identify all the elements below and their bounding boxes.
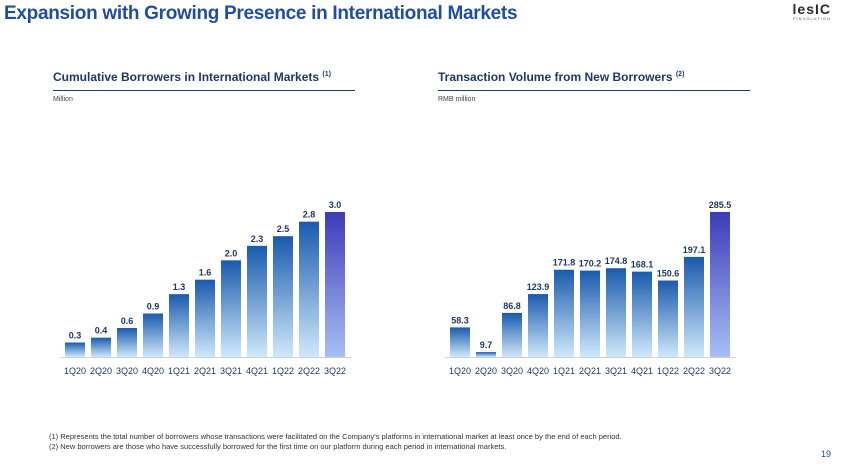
bar-3Q21 [221,260,241,357]
category-label-2Q21: 2Q21 [194,366,216,376]
chart-1-unit: Million [53,96,73,103]
bar-4Q20 [143,313,163,357]
chart-1-title: Cumulative Borrowers in International Ma… [53,70,331,84]
value-label-2Q22: 2.8 [303,210,316,220]
company-logo: lesIC FINVOLUTION [787,2,831,26]
bar-2Q20 [91,337,111,357]
category-label-3Q22: 3Q22 [709,366,731,376]
category-label-2Q21: 2Q21 [579,366,601,376]
category-label-4Q21: 4Q21 [246,366,268,376]
category-label-2Q22: 2Q22 [683,366,705,376]
category-label-2Q20: 2Q20 [475,366,497,376]
footnote-2: (2) New borrowers are those who have suc… [49,442,507,451]
value-label-4Q21: 168.1 [631,260,654,270]
cumulative-borrowers-chart: 0.3 1Q20 0.4 2Q20 0.6 3Q20 0.9 4Q20 1.3 1Q21 1.6 2Q… [60,200,351,376]
chart-2-title-note: (2) [675,71,685,78]
category-label-2Q22: 2Q22 [298,366,320,376]
bar-2Q21 [580,270,600,357]
category-label-4Q20: 4Q20 [527,366,549,376]
footnote-1: (1) Represents the total number of borro… [49,432,622,441]
logo-mark: lesIC [792,1,831,17]
category-label-1Q20: 1Q20 [449,366,471,376]
value-label-2Q20: 9.7 [480,340,493,350]
chart-1-title-note: (1) [322,71,331,78]
value-label-1Q22: 150.6 [657,269,680,279]
value-label-3Q20: 0.6 [121,316,134,326]
category-label-4Q20: 4Q20 [142,366,164,376]
value-label-3Q22: 285.5 [709,200,732,210]
category-label-3Q21: 3Q21 [605,366,627,376]
bar-3Q20 [117,328,137,357]
bar-1Q22 [273,236,293,357]
category-label-1Q21: 1Q21 [553,366,575,376]
bar-3Q21 [606,268,626,357]
category-label-1Q20: 1Q20 [64,366,86,376]
page-number: 19 [820,449,831,459]
page-title: Expansion with Growing Presence in Inter… [4,3,518,24]
bar-4Q20 [528,294,548,357]
value-label-3Q22: 3.0 [329,200,342,210]
chart-2-header: Transaction Volume from New Borrowers (2… [438,68,750,91]
category-label-3Q20: 3Q20 [501,366,523,376]
category-label-3Q20: 3Q20 [116,366,138,376]
value-label-4Q21: 2.3 [251,234,264,244]
bar-4Q21 [632,271,652,357]
category-label-4Q21: 4Q21 [631,366,653,376]
value-label-2Q22: 197.1 [683,245,706,255]
bar-1Q21 [554,269,574,357]
logo-subtitle: FINVOLUTION [793,16,831,21]
chart-2-unit: RMB million [438,96,476,103]
bar-2Q21 [195,279,215,357]
category-label-1Q22: 1Q22 [657,366,679,376]
value-label-2Q21: 170.2 [579,259,602,269]
category-label-3Q22: 3Q22 [324,366,346,376]
value-label-1Q22: 2.5 [277,224,290,234]
bar-3Q22 [710,212,730,357]
value-label-2Q20: 0.4 [95,326,108,336]
bar-3Q22 [325,212,345,357]
category-label-2Q20: 2Q20 [90,366,112,376]
chart-1-header: Cumulative Borrowers in International Ma… [53,68,355,91]
value-label-4Q20: 123.9 [527,282,550,292]
bar-2Q22 [684,256,704,357]
category-label-1Q21: 1Q21 [168,366,190,376]
footnotes: (1) Represents the total number of borro… [49,432,622,452]
value-label-3Q21: 2.0 [225,248,238,258]
bar-1Q20 [65,342,85,357]
value-label-1Q20: 58.3 [451,315,469,325]
bar-4Q21 [247,245,267,357]
bar-1Q20 [450,327,470,357]
category-label-3Q21: 3Q21 [220,366,242,376]
category-label-1Q22: 1Q22 [272,366,294,376]
value-label-1Q20: 0.3 [69,331,82,341]
value-label-3Q20: 86.8 [503,301,521,311]
value-label-3Q21: 174.8 [605,256,628,266]
bar-2Q22 [299,221,319,357]
chart-2-title: Transaction Volume from New Borrowers (2… [438,70,685,84]
bar-1Q22 [658,280,678,357]
bar-1Q21 [169,294,189,357]
bar-3Q20 [502,312,522,357]
value-label-1Q21: 171.8 [553,258,576,268]
value-label-2Q21: 1.6 [199,268,212,278]
value-label-4Q20: 0.9 [147,302,160,312]
value-label-1Q21: 1.3 [173,282,186,292]
transaction-volume-chart: 58.3 1Q20 9.7 2Q20 86.8 3Q20 123.9 4Q20 171.8 1Q2… [445,200,736,376]
bar-2Q20 [476,352,496,357]
